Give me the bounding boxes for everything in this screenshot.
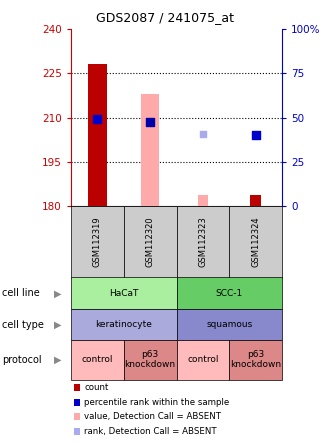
Point — [95, 115, 100, 123]
Text: HaCaT: HaCaT — [109, 289, 139, 298]
Text: GSM112319: GSM112319 — [93, 217, 102, 267]
Bar — [198, 194, 208, 206]
Text: p63
knockdown: p63 knockdown — [125, 350, 176, 369]
Text: value, Detection Call = ABSENT: value, Detection Call = ABSENT — [84, 412, 221, 421]
Text: cell line: cell line — [2, 289, 39, 298]
Text: GSM112323: GSM112323 — [198, 217, 208, 267]
Text: count: count — [84, 383, 109, 392]
Text: p63
knockdown: p63 knockdown — [230, 350, 281, 369]
Text: GDS2087 / 241075_at: GDS2087 / 241075_at — [96, 11, 234, 24]
Bar — [141, 94, 159, 206]
Text: ▶: ▶ — [53, 320, 61, 329]
Bar — [88, 64, 107, 206]
Point — [148, 119, 153, 126]
Text: control: control — [187, 355, 219, 364]
Text: cell type: cell type — [2, 320, 44, 329]
Text: keratinocyte: keratinocyte — [95, 320, 152, 329]
Text: ▶: ▶ — [53, 289, 61, 298]
Text: control: control — [82, 355, 113, 364]
Text: GSM112320: GSM112320 — [146, 217, 155, 267]
Text: GSM112324: GSM112324 — [251, 217, 260, 267]
Point — [253, 132, 258, 139]
Text: ▶: ▶ — [53, 355, 61, 365]
Point — [200, 131, 206, 138]
Text: protocol: protocol — [2, 355, 41, 365]
Text: squamous: squamous — [206, 320, 252, 329]
Text: rank, Detection Call = ABSENT: rank, Detection Call = ABSENT — [84, 427, 217, 436]
Text: percentile rank within the sample: percentile rank within the sample — [84, 398, 230, 407]
Bar — [250, 194, 261, 206]
Text: SCC-1: SCC-1 — [216, 289, 243, 298]
